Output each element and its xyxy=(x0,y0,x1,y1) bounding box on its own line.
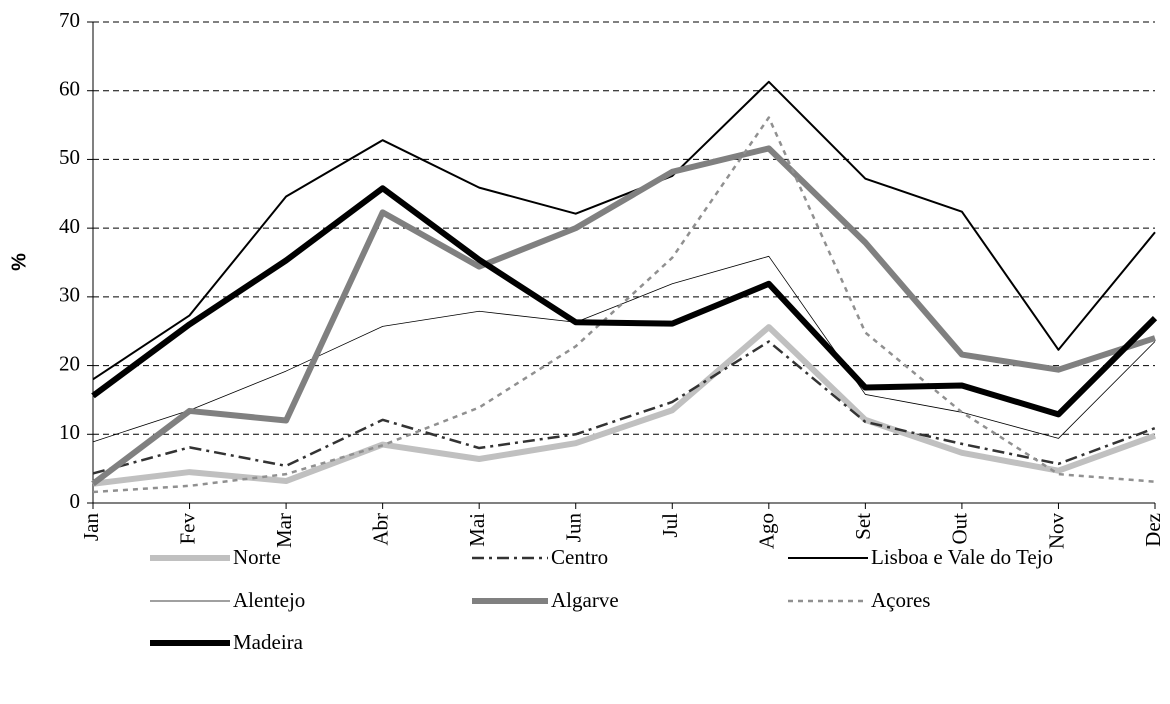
legend-label: Madeira xyxy=(233,630,304,654)
series-line xyxy=(91,185,1158,418)
y-tick-label: 40 xyxy=(59,214,80,238)
series-line xyxy=(92,255,1156,443)
series-line xyxy=(92,340,1156,475)
y-tick-label: 70 xyxy=(59,8,80,32)
legend-label: Norte xyxy=(233,545,281,569)
x-tick-label: Mar xyxy=(272,513,296,548)
legend-label: Centro xyxy=(551,545,608,569)
x-tick-label: Ago xyxy=(755,513,779,549)
y-tick-label: 20 xyxy=(59,351,80,375)
y-tick-label: 10 xyxy=(59,420,80,444)
x-tick-label: Out xyxy=(948,513,972,545)
x-tick-label: Mai xyxy=(465,513,489,547)
x-tick-label: Jul xyxy=(658,513,682,538)
series-line xyxy=(92,324,1157,487)
x-tick-label: Jan xyxy=(79,513,103,541)
x-tick-label: Nov xyxy=(1044,513,1068,550)
legend-label: Lisboa e Vale do Tejo xyxy=(871,545,1053,569)
legend-label: Alentejo xyxy=(233,588,305,612)
x-tick-label: Dez xyxy=(1141,513,1165,547)
y-tick-label: 60 xyxy=(59,77,80,101)
series-line xyxy=(92,80,1156,381)
y-tick-label: 0 xyxy=(70,489,81,513)
y-axis-label: % xyxy=(8,253,30,271)
legend-label: Algarve xyxy=(551,588,619,612)
y-tick-label: 50 xyxy=(59,145,80,169)
series-line xyxy=(92,116,1156,494)
x-tick-label: Abr xyxy=(368,513,392,546)
x-tick-label: Set xyxy=(851,513,875,540)
x-tick-label: Jun xyxy=(562,513,586,543)
y-tick-label: 30 xyxy=(59,283,80,307)
x-tick-label: Fev xyxy=(175,513,199,545)
legend-label: Açores xyxy=(871,588,930,612)
series-line xyxy=(91,145,1156,487)
